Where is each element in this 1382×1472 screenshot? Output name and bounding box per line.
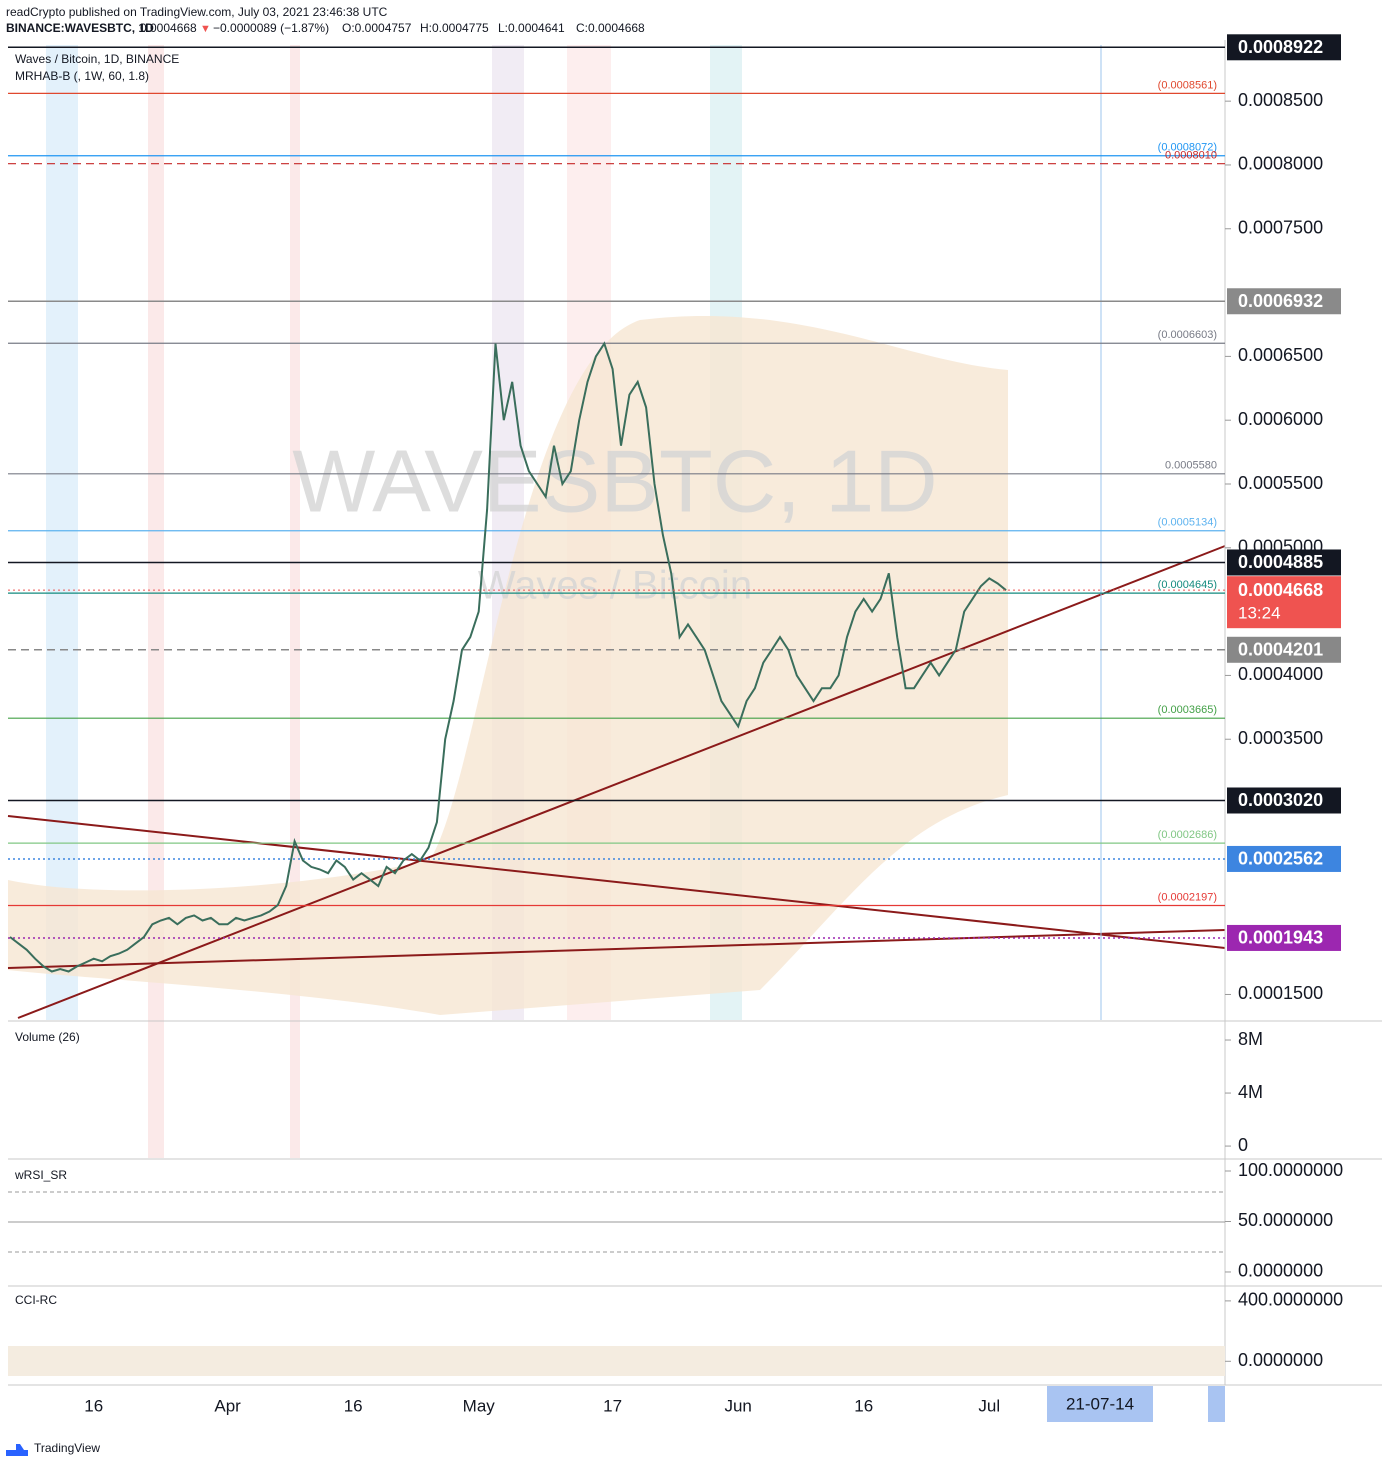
- trendline: [7, 815, 1226, 949]
- price-badge: [1227, 787, 1341, 814]
- x-cursor-badge: [1208, 1386, 1225, 1422]
- price-badge: [1227, 845, 1341, 872]
- price-badge-label: 0.0003020: [1238, 790, 1323, 810]
- x-tick-label: Apr: [214, 1396, 241, 1415]
- x-tick-label: 16: [344, 1396, 363, 1415]
- y-tick-label: 0.0006500: [1238, 345, 1323, 365]
- pane-title: wRSI_SR: [14, 1168, 67, 1182]
- y-tick-label: 0.0004000: [1238, 664, 1323, 684]
- x-tick-label: 16: [84, 1396, 103, 1415]
- ohlc-close: C:0.0004668: [576, 21, 645, 35]
- price-badge: [1227, 34, 1341, 61]
- publisher: readCrypto published on TradingView.com,…: [6, 5, 388, 19]
- price-level-label: (0.0002686): [1158, 829, 1217, 841]
- price-badge-label: 0.0004885: [1238, 552, 1323, 572]
- pane-title: CCI-RC: [15, 1293, 57, 1307]
- down-arrow: ▼: [200, 23, 211, 35]
- price-badge: [1227, 549, 1341, 576]
- y-tick-label: 0: [1238, 1135, 1248, 1155]
- trendline: [17, 545, 1226, 1019]
- y-tick-label: 0.0006000: [1238, 409, 1323, 429]
- price-level-label: (0.0004645): [1158, 579, 1217, 591]
- cci-band: [8, 1346, 1225, 1376]
- x-tick-label: Jun: [724, 1396, 751, 1415]
- x-tick-label: 17: [603, 1396, 622, 1415]
- x-cursor-label: 21-07-14: [1066, 1394, 1134, 1413]
- session-band: [148, 45, 164, 1158]
- change: −0.0000089 (−1.87%): [213, 21, 329, 35]
- price-badge: [1227, 924, 1341, 951]
- price-level-label: (0.0005134): [1158, 517, 1217, 529]
- pane-title: Volume (26): [15, 1030, 80, 1044]
- x-tick-label: 16: [854, 1396, 873, 1415]
- footer: TradingView: [34, 1441, 100, 1455]
- current-price-badge: [1227, 576, 1341, 629]
- y-tick-label: 0.0005500: [1238, 473, 1323, 493]
- legend-title: Waves / Bitcoin, 1D, BINANCE: [15, 52, 179, 66]
- price-badge-label: 0.0004201: [1238, 640, 1323, 660]
- watermark: WAVESBTC, 1D: [292, 431, 937, 530]
- price-line: [9, 341, 1007, 973]
- price-level-label: (0.0006603): [1158, 329, 1217, 341]
- price-badge: [1227, 288, 1341, 315]
- ohlc-high: H:0.0004775: [420, 21, 489, 35]
- y-tick-label: 0.0000000: [1238, 1261, 1323, 1281]
- legend-indicator: MRHAB-B (, 1W, 60, 1.8): [15, 69, 149, 83]
- y-tick-label: 50.0000000: [1238, 1210, 1333, 1230]
- price-badge-label: 0.0008922: [1238, 37, 1323, 57]
- y-tick-label: 0.0007500: [1238, 218, 1323, 238]
- y-tick-label: 0.0003500: [1238, 728, 1323, 748]
- countdown: 13:24: [1238, 604, 1281, 623]
- session-band: [46, 45, 78, 1020]
- y-tick-label: 0.0008500: [1238, 90, 1323, 110]
- current-price-label: 0.0004668: [1238, 580, 1323, 600]
- y-tick-label: 0.0001500: [1238, 983, 1323, 1003]
- price-badge: [1227, 636, 1341, 663]
- trendline: [7, 929, 1226, 969]
- x-tick-label: May: [463, 1396, 496, 1415]
- y-tick-label: 0.0008000: [1238, 154, 1323, 174]
- x-cursor-badge: [1047, 1386, 1153, 1422]
- last-price: 0.0004668: [140, 21, 197, 35]
- price-badge-label: 0.0006932: [1238, 291, 1323, 311]
- price-level-label: 0.0008010: [1165, 150, 1217, 162]
- y-tick-label: 0.0000000: [1238, 1350, 1323, 1370]
- watermark-sub: Waves / Bitcoin: [478, 564, 752, 608]
- y-tick-label: 400.0000000: [1238, 1290, 1343, 1310]
- y-tick-label: 100.0000000: [1238, 1160, 1343, 1180]
- price-level-label: 0.0005580: [1165, 460, 1217, 472]
- price-level-label: (0.0008072): [1158, 142, 1217, 154]
- session-band: [290, 45, 300, 1158]
- bands-area: [8, 315, 1008, 1015]
- price-level-label: (0.0003665): [1158, 704, 1217, 716]
- y-tick-label: 4M: [1238, 1082, 1263, 1102]
- y-tick-label: 8M: [1238, 1029, 1263, 1049]
- price-badge-label: 0.0001943: [1238, 928, 1323, 948]
- logo: [6, 1444, 28, 1456]
- ohlc-open: O:0.0004757: [342, 21, 412, 35]
- price-level-label: (0.0008561): [1158, 79, 1217, 91]
- symbol: BINANCE:WAVESBTC, 1D: [6, 21, 154, 35]
- price-level-label: (0.0002197): [1158, 891, 1217, 903]
- x-tick-label: Jul: [978, 1396, 1000, 1415]
- ohlc-low: L:0.0004641: [498, 21, 565, 35]
- price-badge-label: 0.0002562: [1238, 849, 1323, 869]
